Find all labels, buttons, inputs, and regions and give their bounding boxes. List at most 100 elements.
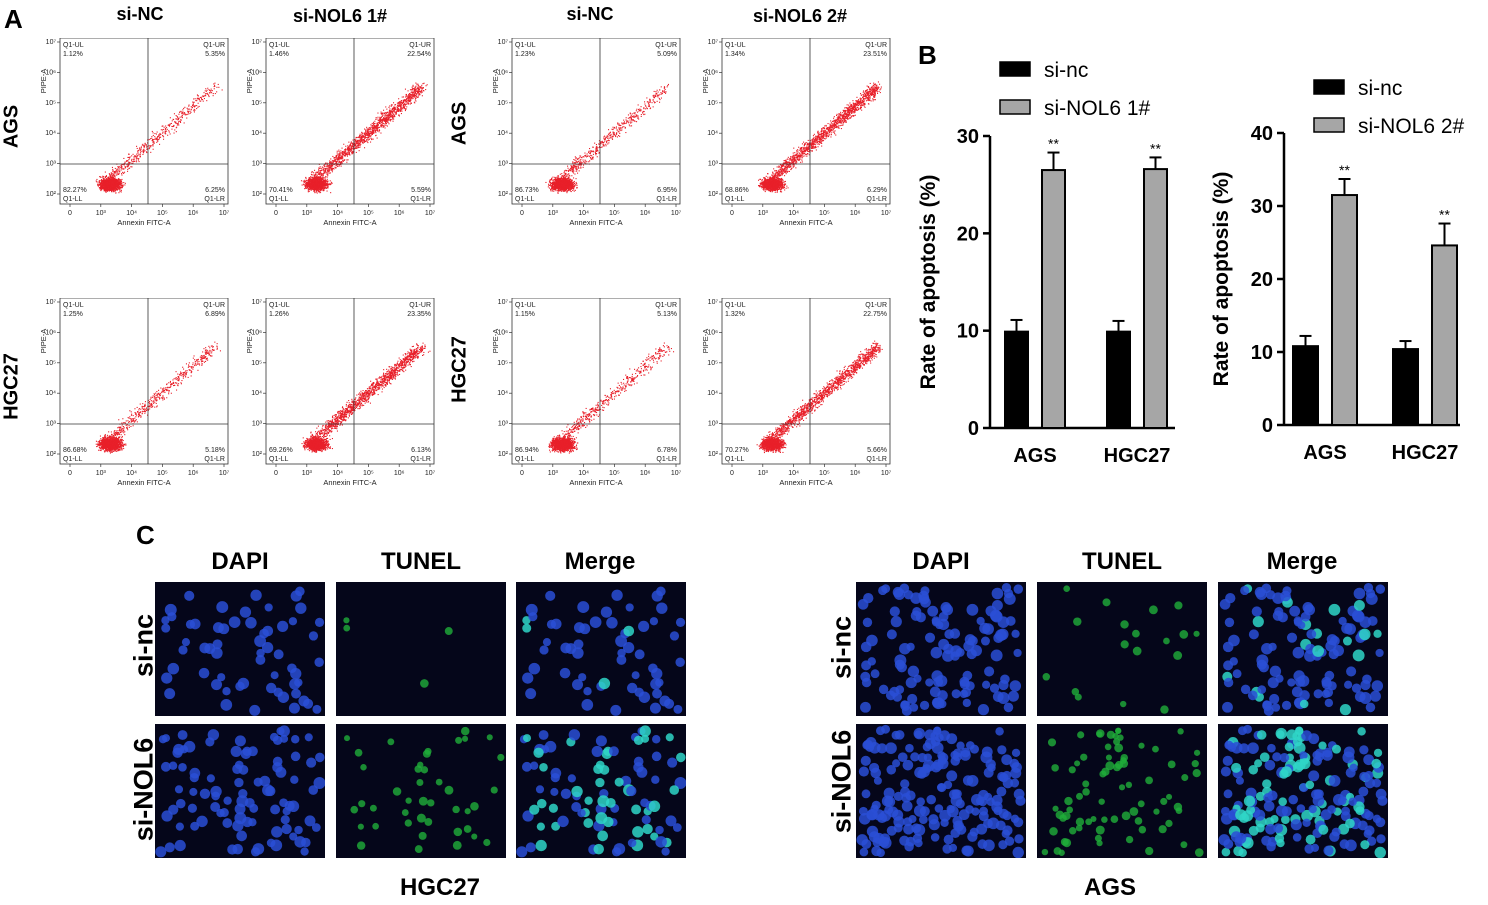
quadrant-value-ll: 82.27%	[63, 187, 87, 194]
y-tick-label: 10³	[708, 161, 719, 168]
quadrant-label-ur: Q1-UR	[203, 302, 225, 309]
y-tick-label: 10³	[498, 161, 509, 168]
x-tick-label: 10⁷	[881, 210, 892, 217]
error-bar	[1399, 340, 1412, 350]
x-tick-label: 10³	[548, 470, 559, 477]
x-tick-label: 0	[520, 210, 524, 217]
y-tick-label: 10⁶	[45, 329, 56, 336]
y-tick-label: 0	[968, 418, 979, 440]
y-axis-label: PIPE-A	[702, 69, 710, 94]
y-tick-label: 10⁵	[707, 100, 718, 107]
flow-plot: Q1-UL 1.46% Q1-UR 22.54% 70.41% Q1-LL 5.59% Q1-…	[245, 37, 444, 241]
panel-a-letter: A	[4, 4, 23, 34]
x-tick-label: 10⁴	[578, 210, 589, 217]
x-tick-label: 10⁴	[788, 210, 799, 217]
micrograph-dapi	[155, 724, 325, 858]
stain-title-dapi-right: DAPI	[912, 548, 970, 575]
y-axis-label: PIPE-A	[246, 69, 254, 94]
x-axis-label: Annexin FITC-A	[779, 478, 832, 487]
y-tick-label: 10⁷	[252, 39, 263, 46]
stain-title-merge-left: Merge	[564, 548, 636, 575]
micrograph-dapi	[856, 724, 1026, 858]
y-axis-label: PIPE-A	[492, 329, 500, 354]
quadrant-label-lr: Q1-LR	[656, 456, 677, 463]
panel-b-letter: B	[918, 40, 937, 70]
y-tick-label: 10⁶	[497, 69, 508, 76]
quadrant-label-ul: Q1-UL	[63, 42, 84, 49]
quadrant-value-lr: 5.66%	[867, 447, 887, 454]
y-tick-label: 10⁷	[708, 299, 719, 306]
flow-plot: Q1-UL 1.32% Q1-UR 22.75% 70.27% Q1-LL 5.66% Q1-…	[701, 297, 900, 501]
quadrant-label-ll: Q1-LL	[515, 456, 535, 463]
quadrant-value-lr: 6.13%	[411, 447, 431, 454]
y-tick-label: 10⁶	[251, 69, 262, 76]
x-tick-label: 10⁵	[819, 210, 830, 217]
quadrant-value-ur: 6.89%	[205, 311, 225, 318]
y-tick-label: 10²	[252, 451, 263, 458]
y-tick-label: 10⁵	[45, 100, 56, 107]
quadrant-value-ul: 1.32%	[725, 311, 745, 318]
quadrant-label-ur: Q1-UR	[865, 302, 887, 309]
stain-title-tunel-right: TUNEL	[1082, 548, 1162, 575]
quadrant-label-ul: Q1-UL	[269, 302, 290, 309]
quadrant-label-ur: Q1-UR	[655, 302, 677, 309]
x-tick-label: HGC27	[1392, 442, 1459, 464]
x-tick-label: 10⁶	[394, 210, 405, 217]
quadrant-value-ul: 1.34%	[725, 51, 745, 58]
x-tick-label: 10⁵	[363, 470, 374, 477]
quadrant-value-lr: 6.95%	[657, 187, 677, 194]
quadrant-label-ul: Q1-UL	[725, 42, 746, 49]
flow-plot: Q1-UL 1.25% Q1-UR 6.89% 86.68% Q1-LL 5.18% Q1-L…	[39, 297, 238, 501]
x-tick-label: 0	[730, 470, 734, 477]
legend-label: si-nc	[1358, 77, 1402, 100]
x-tick-label: 10⁶	[640, 210, 651, 217]
y-tick-label: 10⁵	[707, 360, 718, 367]
bar	[1292, 345, 1319, 426]
y-tick-label: 10⁴	[707, 390, 718, 397]
x-tick-label: 10⁶	[850, 210, 861, 217]
micrograph-merge	[516, 582, 686, 716]
x-tick-label: 10³	[96, 470, 107, 477]
quadrant-label-ll: Q1-LL	[269, 456, 289, 463]
x-tick-label: 0	[274, 470, 278, 477]
x-tick-label: 10⁶	[188, 210, 199, 217]
x-tick-label: 0	[520, 470, 524, 477]
row-label-hgc27-right: HGC27	[448, 336, 471, 403]
y-tick-label: 10⁷	[46, 39, 57, 46]
micrograph-merge	[1218, 724, 1388, 858]
quadrant-value-ur: 5.09%	[657, 51, 677, 58]
y-tick-label: 10⁵	[497, 100, 508, 107]
y-tick-label: 10²	[708, 451, 719, 458]
x-tick-label: 10⁵	[819, 470, 830, 477]
y-tick-label: 10²	[46, 191, 57, 198]
x-tick-label: AGS	[1013, 445, 1056, 467]
x-tick-label: 10⁷	[425, 210, 436, 217]
bar	[1004, 330, 1029, 430]
apoptosis-bar-chart-2: 0 10 20 30 40 Rate of apoptosis (%) ** AGS ** HGC…	[1210, 77, 1465, 464]
y-tick-label: 10⁷	[498, 39, 509, 46]
y-tick-label: 10⁴	[251, 390, 262, 397]
column-title-si-nc-2: si-NC	[566, 4, 614, 24]
legend-swatch	[999, 99, 1031, 115]
flow-plot: Q1-UL 1.34% Q1-UR 23.51% 68.86% Q1-LL 6.29% Q1-…	[701, 37, 900, 241]
error-bar	[1149, 156, 1162, 170]
y-tick-label: 10⁷	[46, 299, 57, 306]
micrograph-dapi	[155, 582, 325, 716]
x-axis-label: Annexin FITC-A	[569, 478, 622, 487]
y-tick-label: 20	[957, 223, 979, 245]
quadrant-value-ul: 1.46%	[269, 51, 289, 58]
y-tick-label: 10³	[46, 421, 57, 428]
micrograph-merge	[1218, 582, 1388, 716]
x-tick-label: 10⁶	[394, 470, 405, 477]
x-tick-label: 0	[68, 470, 72, 477]
y-tick-label: 0	[1262, 415, 1273, 437]
x-tick-label: 10³	[758, 210, 769, 217]
y-tick-label: 10⁷	[498, 299, 509, 306]
quadrant-label-lr: Q1-LR	[866, 196, 887, 203]
bar	[1331, 194, 1358, 426]
x-tick-label: 10⁵	[609, 210, 620, 217]
y-tick-label: 10³	[498, 421, 509, 428]
y-tick-label: 10⁶	[707, 329, 718, 336]
stain-title-dapi-left: DAPI	[211, 548, 269, 575]
x-tick-label: 10⁴	[332, 470, 343, 477]
